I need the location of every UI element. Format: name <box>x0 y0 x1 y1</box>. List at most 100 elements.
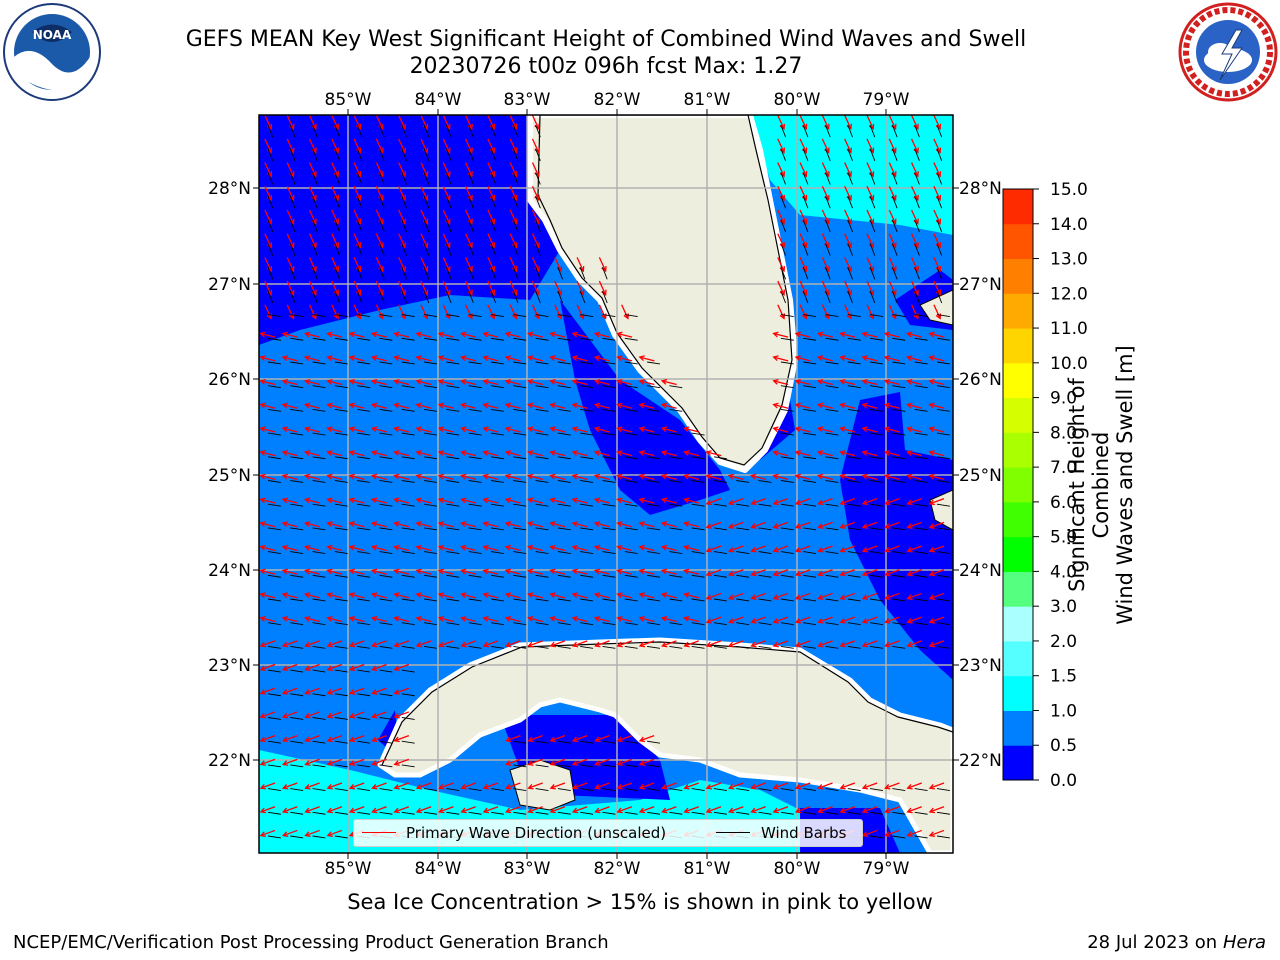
wave-direction-arrow <box>818 475 833 480</box>
lat-label-right: 22°N <box>959 751 1002 771</box>
wave-direction-arrow <box>639 427 655 433</box>
wave-direction-arrow <box>818 640 833 647</box>
wave-direction-arrowhead <box>527 783 534 790</box>
wave-direction-arrow <box>375 304 384 319</box>
wave-direction-arrow <box>438 546 454 552</box>
wave-direction-arrowhead <box>571 331 578 338</box>
wave-direction-arrowhead <box>371 641 378 648</box>
wave-direction-arrow <box>260 332 276 338</box>
wave-direction-arrowhead <box>371 736 378 743</box>
wind-barb <box>267 503 281 507</box>
wave-direction-arrowhead <box>348 807 356 814</box>
wave-direction-arrow <box>554 257 562 272</box>
wind-barb <box>736 811 750 815</box>
wind-barb <box>803 314 817 317</box>
wind-barb <box>914 622 928 626</box>
wave-direction-arrow <box>420 209 428 224</box>
colorbar-tick-label: 7.0 <box>1050 458 1077 478</box>
wave-direction-arrowhead <box>370 544 378 551</box>
wave-direction-arrow <box>907 545 922 552</box>
wave-direction-arrow <box>821 209 830 224</box>
wave-direction-arrow <box>862 427 878 433</box>
wave-direction-arrow <box>866 162 874 177</box>
wind-barb <box>825 195 831 209</box>
wind-barb <box>468 432 482 436</box>
wave-direction-arrow <box>506 782 521 789</box>
wind-barb <box>579 290 586 304</box>
wind-barb <box>847 574 861 578</box>
wave-direction-arrow <box>554 304 562 319</box>
wave-direction-arrow <box>483 332 499 338</box>
wave-direction-arrowhead <box>504 355 512 362</box>
colorbar-band <box>1003 640 1033 677</box>
wind-barb <box>936 811 950 815</box>
wind-barb <box>669 385 683 389</box>
wave-direction-arrowhead <box>683 783 690 790</box>
wave-direction-arrow <box>933 257 941 272</box>
wave-direction-arrow <box>464 186 473 201</box>
wind-barb <box>870 361 884 365</box>
wave-direction-arrow <box>487 162 495 177</box>
wave-direction-arrowhead <box>884 546 891 553</box>
wind-barb <box>892 337 906 341</box>
wind-barb <box>780 337 794 341</box>
wave-direction-arrow <box>438 569 454 575</box>
wind-barb <box>312 811 326 815</box>
wind-barb <box>356 195 363 209</box>
wind-barb <box>825 267 831 280</box>
wind-barb <box>357 574 371 578</box>
wind-barb <box>736 503 750 507</box>
wave-direction-arrow <box>282 356 298 362</box>
wave-direction-arrow <box>461 806 476 813</box>
wind-barb <box>468 645 482 649</box>
wind-barb <box>379 219 385 233</box>
wave-direction-arrowhead <box>839 402 846 409</box>
wind-barb <box>490 811 504 815</box>
wave-direction-arrow <box>483 782 499 789</box>
wave-direction-arrow <box>907 451 923 457</box>
wave-direction-arrow <box>844 138 852 153</box>
wind-barb <box>870 835 884 839</box>
wave-direction-arrow <box>375 257 384 272</box>
wind-barb <box>513 337 527 341</box>
wave-direction-arrow <box>818 806 833 813</box>
wind-barb <box>936 551 950 554</box>
wave-direction-arrowhead <box>928 594 935 600</box>
wave-direction-arrow <box>282 522 298 528</box>
wave-direction-arrow <box>751 498 766 505</box>
wave-direction-arrowhead <box>460 450 467 456</box>
colorbar-ticks: 15.014.013.012.011.010.09.08.07.06.05.04… <box>1033 180 1088 791</box>
wind-barb <box>490 480 504 483</box>
wind-barb <box>357 740 371 744</box>
wave-direction-arrow <box>372 475 387 480</box>
wave-direction-arrow <box>795 427 811 433</box>
wave-direction-arrow <box>394 782 410 789</box>
wave-direction-arrowhead <box>638 450 645 456</box>
wave-direction-arrowhead <box>326 402 333 409</box>
wave-direction-arrow <box>550 451 566 457</box>
wind-barb <box>535 361 549 365</box>
wave-direction-arrowhead <box>638 521 645 527</box>
wind-barb <box>490 574 504 578</box>
wind-barb <box>557 290 564 304</box>
wave-direction-arrowhead <box>772 331 779 338</box>
wave-direction-arrow <box>349 806 365 813</box>
wave-direction-arrow <box>327 735 343 742</box>
wave-direction-arrowhead <box>527 544 534 551</box>
wind-barb <box>401 503 415 507</box>
wave-direction-arrowhead <box>794 355 801 362</box>
wave-direction-arrow <box>929 498 945 505</box>
wind-barb <box>312 740 326 744</box>
wave-direction-arrow <box>684 522 700 528</box>
wave-direction-arrow <box>260 380 276 386</box>
wave-direction-arrow <box>487 280 495 295</box>
wind-barb <box>624 527 638 531</box>
wind-barb <box>512 172 519 185</box>
wave-direction-arrow <box>795 592 811 600</box>
wave-direction-arrowhead <box>705 641 712 648</box>
wind-barb <box>490 551 504 554</box>
wave-direction-arrow <box>483 546 499 552</box>
wind-barb <box>580 385 594 389</box>
wave-direction-arrowhead <box>504 473 512 480</box>
wave-direction-arrow <box>907 782 922 789</box>
